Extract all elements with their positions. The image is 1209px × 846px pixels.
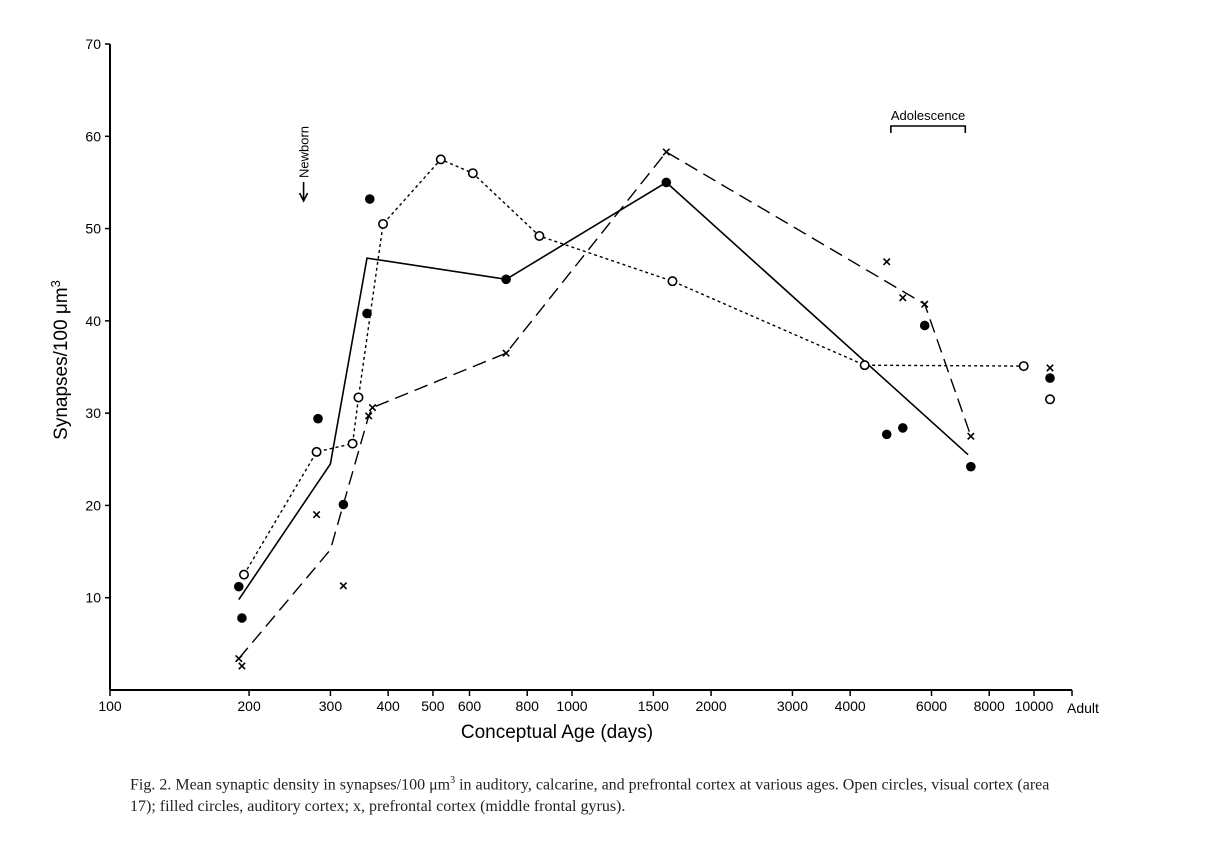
point-filled-circle [364, 194, 375, 204]
caption-rest: in auditory, calcarine, and prefrontal c… [130, 776, 1050, 816]
caption-sup: 3 [450, 775, 456, 786]
series-lines [238, 151, 1024, 660]
point-filled-circle [919, 320, 930, 331]
series-line-filled-circle [238, 181, 969, 601]
point-x [967, 432, 975, 440]
axes: 10 20 30 40 50 60 70 100 200 300 400 500 600 800 1000 1… [85, 36, 1099, 716]
point-open-circle [534, 230, 545, 241]
point-x [368, 403, 377, 412]
y-axis-title-sup: 3 [48, 280, 63, 287]
point-x [662, 148, 671, 156]
point-filled-circle [881, 429, 892, 440]
point-x [238, 662, 246, 670]
x-tick-label: 500 [421, 698, 445, 714]
y-tick-label: 30 [85, 405, 101, 421]
x-tick-label: 3000 [777, 698, 808, 714]
point-filled-circle [237, 613, 247, 623]
x-tick-label: 100 [98, 698, 122, 714]
figure-caption: Fig. 2. Mean synaptic density in synapse… [130, 770, 1050, 818]
point-x [502, 349, 510, 357]
point-open-circle [311, 446, 322, 457]
x-tick-label: 1000 [556, 698, 587, 714]
point-x [882, 258, 891, 266]
series-line-open-circle [243, 158, 1024, 575]
x-tick-label: 200 [237, 698, 261, 714]
point-x [312, 510, 321, 519]
series-line-x [238, 151, 972, 660]
point-open-circle [667, 276, 678, 287]
point-filled-circle [1045, 373, 1055, 383]
point-open-circle [1018, 361, 1029, 372]
adolescence-label: Adolescence [891, 108, 965, 123]
point-filled-circle [338, 499, 349, 510]
x-tick-label: 10000 [1015, 698, 1054, 714]
point-filled-circle [661, 177, 672, 188]
point-open-circle [353, 392, 364, 403]
point-x [920, 300, 929, 309]
point-filled-circle [362, 308, 372, 319]
x-tick-label: 600 [458, 698, 482, 714]
y-tick-label: 40 [85, 313, 101, 329]
x-tick-label: 8000 [974, 698, 1005, 714]
point-x [364, 412, 373, 420]
x-tick-label: 300 [319, 698, 343, 714]
x-axis-title: Conceptual Age (days) [461, 722, 653, 743]
point-filled-circle [313, 413, 323, 424]
point-filled-circle [233, 581, 244, 592]
point-open-circle [859, 360, 870, 371]
annotations: Newborn Adolescence [297, 108, 967, 203]
y-tick-label: 70 [85, 36, 101, 52]
point-open-circle [1045, 394, 1056, 405]
x-tick-label: 2000 [695, 698, 726, 714]
point-open-circle [467, 168, 478, 179]
point-x [339, 581, 348, 590]
newborn-arrow [298, 182, 309, 203]
caption-lead: Fig. 2. Mean synaptic density in synapse… [130, 776, 451, 794]
newborn-label: Newborn [297, 126, 312, 178]
point-x [1046, 364, 1054, 372]
x-tick-label: 400 [376, 698, 400, 714]
point-filled-circle [897, 423, 908, 433]
point-open-circle [347, 438, 358, 449]
x-tick-label-adult: Adult [1067, 700, 1099, 716]
x-tick-label: 4000 [835, 698, 866, 714]
point-filled-circle [501, 274, 511, 285]
point-x [899, 294, 907, 302]
y-axis-title-text: Synapses/100 μm [51, 287, 72, 439]
x-tick-label: 1500 [638, 698, 669, 714]
y-tick-label: 20 [85, 497, 101, 513]
point-x [235, 654, 243, 663]
y-tick-label: 60 [85, 128, 101, 144]
adolescence-bracket [890, 125, 967, 133]
chart: 10 20 30 40 50 60 70 100 200 300 400 500 600 800 1000 1… [48, 36, 1099, 743]
point-filled-circle [966, 461, 976, 472]
y-tick-label: 50 [85, 221, 101, 237]
x-tick-label: 800 [516, 698, 540, 714]
x-tick-label: 6000 [916, 698, 947, 714]
point-open-circle [435, 154, 446, 165]
point-open-circle [238, 569, 249, 580]
point-open-circle [378, 218, 389, 229]
y-axis-title: Synapses/100 μm3 [48, 280, 72, 440]
series-markers [233, 148, 1056, 670]
y-tick-label: 10 [85, 590, 101, 606]
